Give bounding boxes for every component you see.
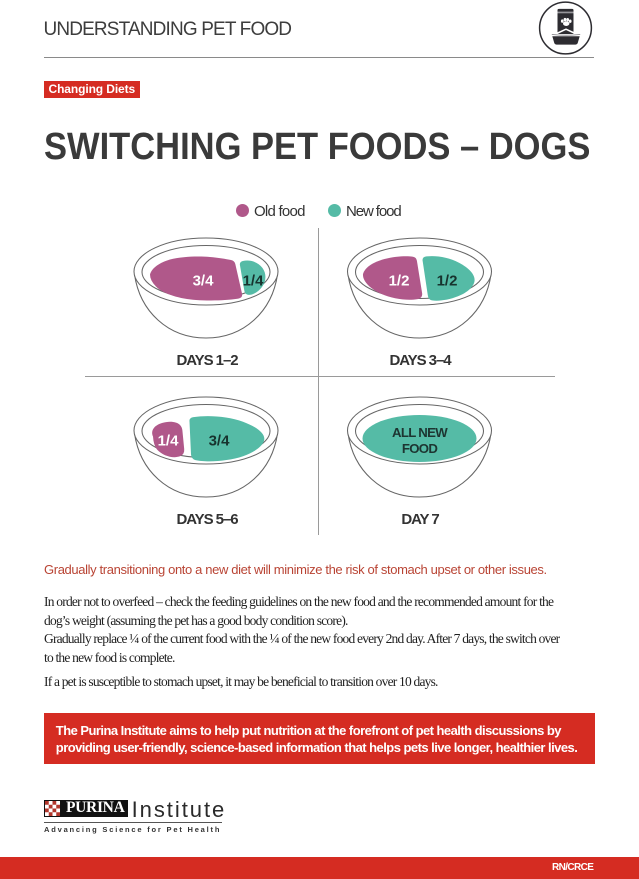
svg-text:ALL NEW: ALL NEW [392,425,448,440]
svg-text:1/2: 1/2 [437,273,458,290]
svg-text:FOOD: FOOD [402,441,437,456]
svg-text:3/4: 3/4 [193,273,215,290]
svg-text:3/4: 3/4 [209,433,231,450]
svg-text:1/4: 1/4 [158,433,180,450]
svg-text:1/2: 1/2 [389,273,410,290]
svg-text:1/4: 1/4 [243,273,265,290]
